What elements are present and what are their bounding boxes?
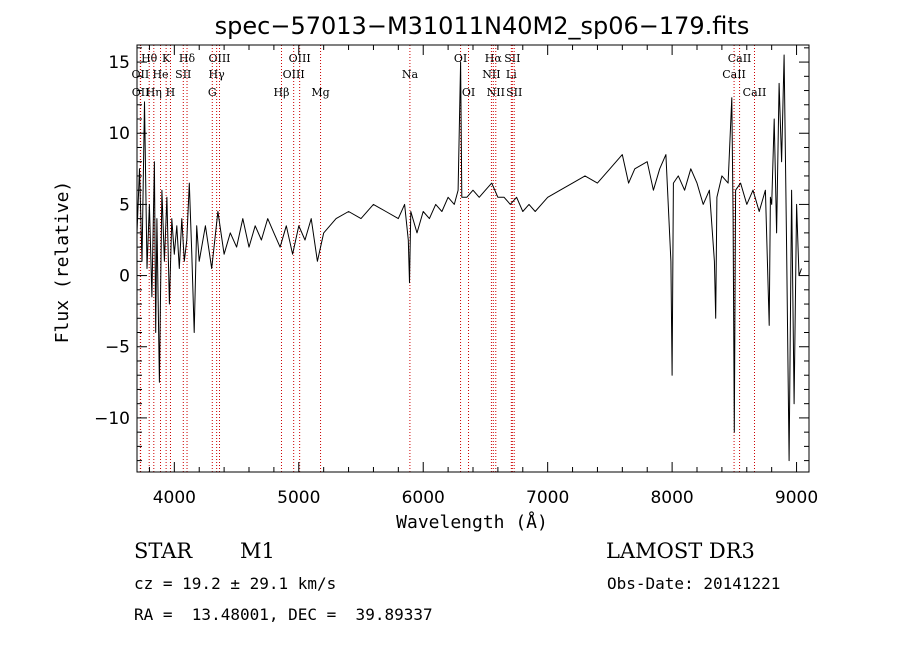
coordinates: RA = 13.48001, DEC = 39.89337	[134, 605, 433, 624]
obs-date: Obs-Date: 20141221	[607, 574, 781, 593]
y-tick-label-1: −5	[105, 338, 130, 358]
x-tick-label-5: 9000	[775, 488, 818, 508]
y-tick-label-5: 15	[108, 53, 130, 73]
line-marker-label-7: SII	[175, 68, 191, 81]
line-marker-label-21: NII	[482, 68, 500, 81]
line-marker-label-27: CaII	[743, 86, 767, 99]
line-marker-label-4: He	[152, 68, 168, 81]
line-marker-label-17: OI	[454, 52, 467, 65]
line-marker-label-6: Hδ	[179, 52, 196, 65]
y-tick-label-2: 0	[119, 267, 130, 287]
line-marker-label-14: Hβ	[274, 86, 290, 99]
x-tick-label-3: 7000	[526, 488, 569, 508]
line-marker-label-13: OIII	[283, 68, 305, 81]
line-marker-label-11: G	[208, 86, 217, 99]
x-axis-label: Wavelength (Å)	[396, 511, 548, 533]
line-marker-label-18: OI	[462, 86, 475, 99]
subclass: M1	[240, 539, 275, 563]
line-markers: Hθ OII OII K He Hη Hδ SII H OIII Hγ G OIII OIII Hβ Mg Na…	[132, 45, 767, 472]
y-axis-label: Flux (relative)	[52, 181, 73, 344]
line-marker-label-26: CaII	[722, 68, 746, 81]
line-marker-label-24: SII	[506, 86, 522, 99]
survey-name: LAMOST DR3	[606, 539, 755, 563]
x-tick-label-0: 4000	[153, 488, 196, 508]
line-marker-label-25: CaII	[728, 52, 752, 65]
line-marker-label-23: NII	[487, 86, 505, 99]
line-marker-label-10: Hγ	[209, 68, 226, 81]
y-tick-label-3: 5	[119, 195, 130, 215]
line-marker-label-16: Na	[402, 68, 419, 81]
line-marker-label-8: H	[166, 86, 176, 99]
object-type: STAR	[134, 539, 193, 563]
line-marker-label-5: Hη	[146, 86, 162, 99]
spectrum-line-0	[137, 54, 802, 462]
plot-frame	[136, 44, 810, 473]
x-tick-label-4: 8000	[650, 488, 693, 508]
line-marker-label-1: OII	[132, 68, 150, 81]
chart-title: spec−57013−M31011N40M2_sp06−179.fits	[215, 12, 750, 40]
line-marker-label-20: SII	[504, 52, 520, 65]
line-marker-label-22: Li	[506, 68, 517, 81]
line-marker-label-0: Hθ	[141, 52, 158, 65]
line-marker-label-15: Mg	[311, 86, 329, 99]
x-tick-label-2: 6000	[402, 488, 445, 508]
y-tick-label-0: −10	[94, 409, 130, 429]
spectrum-series	[137, 54, 802, 462]
line-marker-label-3: K	[162, 52, 171, 65]
line-marker-label-2: OII	[132, 86, 150, 99]
line-marker-label-12: OIII	[289, 52, 311, 65]
y-tick-label-4: 10	[108, 124, 130, 144]
line-marker-label-19: Hα	[485, 52, 503, 65]
redshift-cz: cz = 19.2 ± 29.1 km/s	[134, 574, 337, 593]
line-marker-label-9: OIII	[208, 52, 230, 65]
x-tick-label-1: 5000	[277, 488, 320, 508]
axis-ticks: 4000 5000 6000 7000 8000 9000 −10 −5 0 5 10 15	[94, 45, 818, 508]
